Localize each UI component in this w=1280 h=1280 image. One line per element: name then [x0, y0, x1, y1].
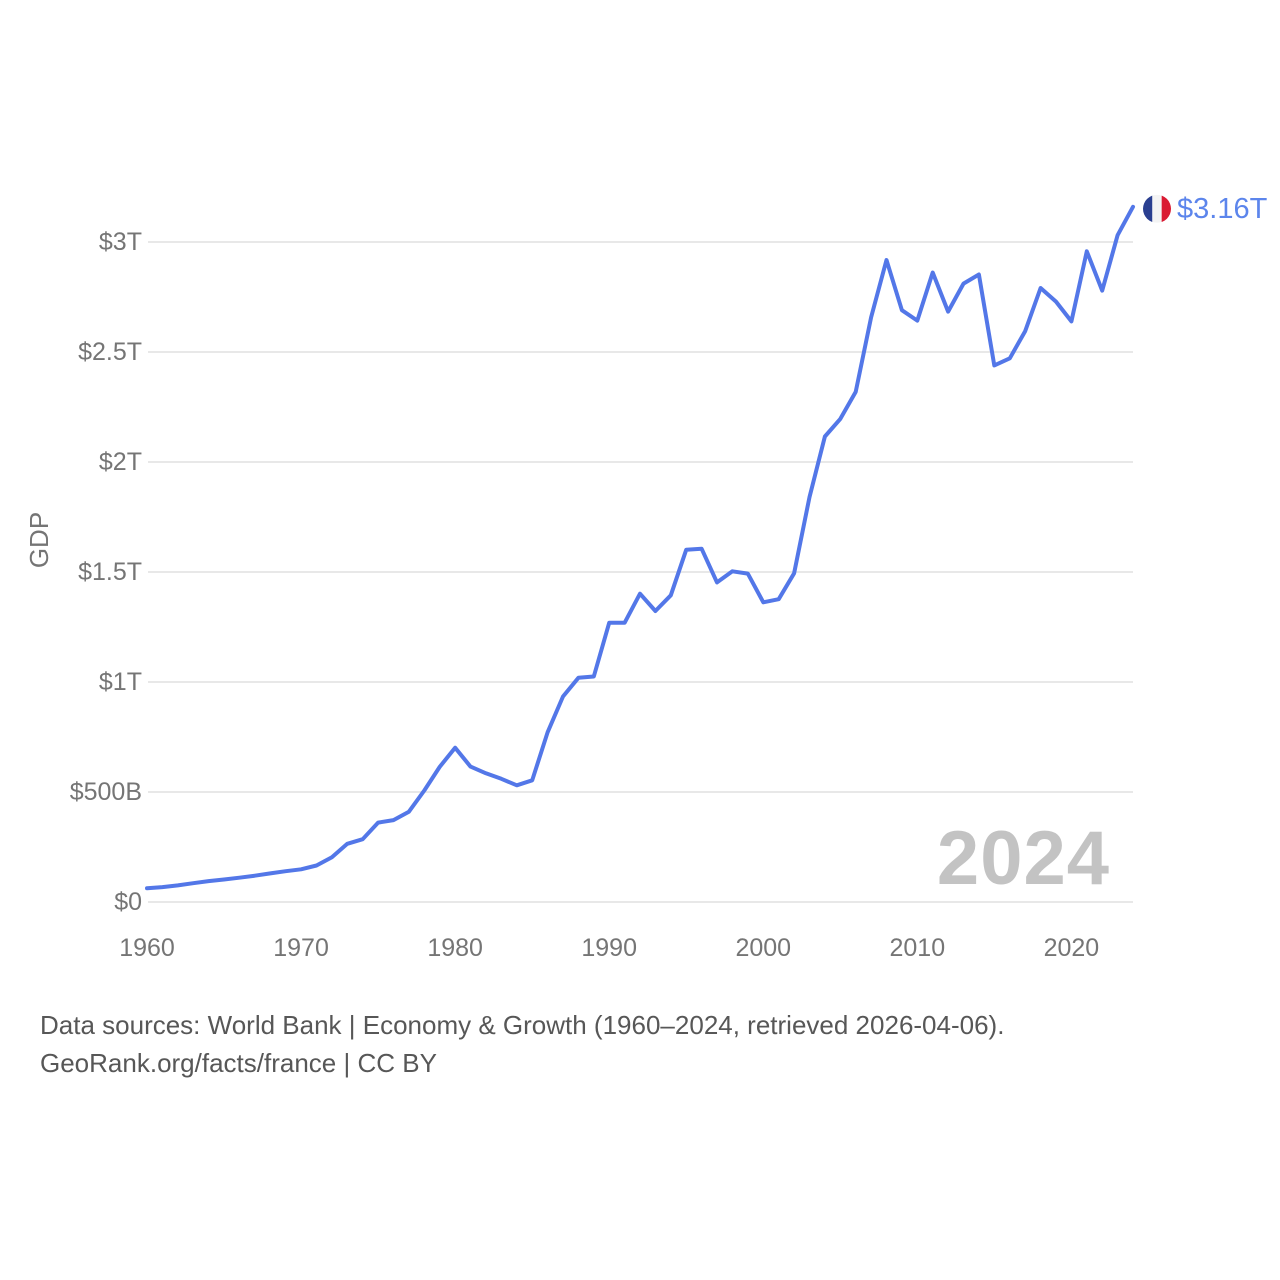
- x-tick-label: 1960: [119, 934, 175, 962]
- x-tick-label: 1980: [427, 934, 483, 962]
- footer-attribution: Data sources: World Bank | Economy & Gro…: [40, 1006, 1004, 1082]
- y-tick-label: $2T: [99, 448, 142, 476]
- y-tick-label: $3T: [99, 228, 142, 256]
- x-tick-label: 1990: [581, 934, 637, 962]
- france-flag-icon: [1143, 194, 1171, 223]
- x-tick-label: 2020: [1044, 934, 1100, 962]
- footer-license-link[interactable]: GeoRank.org/facts/france | CC BY: [40, 1048, 437, 1078]
- x-axis-tick-labels: 1960 1970 1980 1990 2000 2010 2020: [119, 934, 1099, 962]
- x-tick-label: 1970: [273, 934, 329, 962]
- footer-data-sources: Data sources: World Bank | Economy & Gro…: [40, 1010, 1005, 1040]
- y-tick-label: $1T: [99, 668, 142, 696]
- gdp-series-line: [145, 204, 1135, 891]
- y-tick-label: $1.5T: [78, 558, 142, 586]
- gridlines: [148, 241, 1133, 903]
- y-axis-tick-labels: $0 $500B $1T $1.5T $2T $2.5T $3T: [70, 228, 142, 916]
- y-tick-label: $2.5T: [78, 338, 142, 366]
- x-tick-label: 2010: [890, 934, 946, 962]
- x-tick-label: 2000: [735, 934, 791, 962]
- y-tick-label: $500B: [70, 778, 142, 806]
- y-axis-title: GDP: [24, 512, 54, 568]
- watermark-year: 2024: [937, 816, 1110, 901]
- y-tick-label: $0: [114, 888, 142, 916]
- end-value-label: $3.16T: [1177, 193, 1268, 225]
